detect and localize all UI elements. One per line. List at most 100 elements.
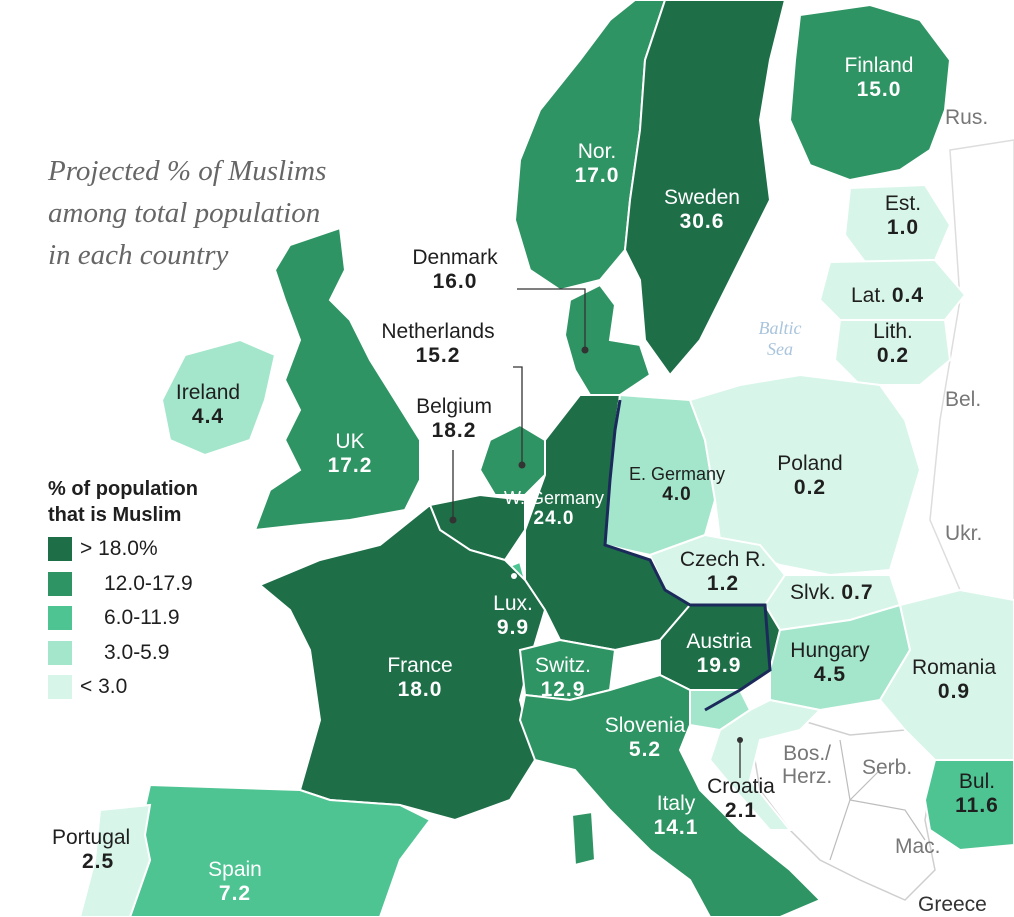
dot-croatia — [737, 737, 743, 743]
country-value: 30.6 — [679, 209, 725, 233]
country-value: 12.9 — [540, 677, 586, 701]
label-belarus: Bel. — [945, 388, 982, 411]
country-value: 1.2 — [706, 571, 740, 595]
label-lithuania: Lith. 0.2 — [858, 320, 928, 367]
country-name: Belgium — [416, 395, 492, 418]
legend-label: 12.0-17.9 — [104, 571, 193, 595]
region-france — [258, 503, 547, 822]
title-line: Projected % of Muslims — [48, 155, 327, 187]
country-name: Austria — [686, 630, 752, 653]
label-netherlands: Netherlands 15.2 — [360, 320, 516, 367]
label-latvia: Lat. 0.4 — [851, 284, 924, 308]
label-poland: Poland 0.2 — [760, 452, 860, 499]
country-name: Ireland — [175, 381, 241, 404]
label-sweden: Sweden 30.6 — [646, 186, 758, 233]
region-uk — [253, 226, 421, 532]
label-estonia: Est. 1.0 — [868, 192, 938, 239]
country-value: 2.1 — [724, 798, 758, 822]
title-line: among total population — [48, 197, 321, 230]
country-name: E. Germany — [628, 464, 726, 484]
country-value: 19.9 — [696, 653, 742, 677]
legend-label: < 3.0 — [80, 675, 128, 699]
sea-line: Baltic — [758, 318, 802, 338]
country-name: France — [387, 654, 453, 677]
region-lithuania — [833, 319, 952, 386]
legend-item: > 18.0% — [48, 532, 198, 567]
leader-netherlands — [513, 366, 523, 465]
dot-denmark — [581, 346, 589, 354]
region-ireland — [160, 338, 277, 457]
region-spain — [128, 783, 432, 917]
region-portugal — [78, 803, 152, 917]
legend-swatch — [48, 606, 72, 631]
label-ukraine: Ukr. — [945, 522, 983, 545]
region-bulgaria — [923, 759, 1014, 852]
region-italy — [518, 673, 822, 917]
label-ireland: Ireland 4.4 — [160, 381, 256, 428]
country-name: Romania — [911, 656, 997, 679]
map-title: Projected % of Muslims among total popul… — [48, 150, 326, 276]
country-name: W. Germany — [503, 488, 605, 508]
legend-title: that is Muslim — [48, 504, 182, 526]
country-name: Lux. — [493, 592, 533, 615]
legend-label: > 18.0% — [80, 537, 158, 561]
country-value: 7.2 — [218, 881, 252, 905]
country-value: 0.4 — [891, 284, 925, 307]
country-value: 14.1 — [653, 815, 699, 839]
inner-german-border — [603, 399, 772, 712]
country-name: Portugal — [52, 826, 131, 849]
country-value: 0.2 — [793, 475, 827, 499]
label-uk: UK 17.2 — [318, 430, 382, 477]
country-name: Bul. — [958, 770, 996, 793]
legend-swatch — [48, 537, 72, 562]
country-value: 4.4 — [191, 404, 225, 428]
title-line: in each country — [48, 239, 229, 272]
label-austria: Austria 19.9 — [670, 630, 768, 677]
label-czech: Czech R. 1.2 — [665, 548, 781, 595]
country-name: Nor. — [577, 140, 617, 163]
legend-title: % of population — [48, 478, 198, 500]
country-name: Denmark — [412, 246, 498, 269]
label-west-germany: W. Germany 24.0 — [496, 488, 612, 529]
label-italy: Italy 14.1 — [634, 792, 718, 839]
country-name: Finland — [844, 54, 914, 77]
label-baltic-sea: Baltic Sea — [742, 318, 818, 359]
region-croatia — [708, 698, 823, 831]
legend-item: 6.0-11.9 — [48, 601, 198, 636]
label-spain: Spain 7.2 — [190, 858, 280, 905]
label-russia: Rus. — [945, 106, 989, 129]
label-romania: Romania 0.9 — [898, 656, 1010, 703]
country-value: 24.0 — [533, 508, 575, 530]
country-value: 0.2 — [876, 343, 910, 367]
country-value: 18.2 — [431, 418, 477, 442]
country-name: Croatia — [707, 775, 775, 798]
legend-item: < 3.0 — [48, 670, 198, 705]
label-denmark: Denmark 16.0 — [392, 246, 518, 293]
label-croatia: Croatia 2.1 — [696, 775, 786, 822]
country-name: Hungary — [790, 639, 870, 662]
region-finland — [788, 3, 952, 182]
label-portugal: Portugal 2.5 — [52, 826, 156, 873]
label-bosnia: Bos./Herz. — [782, 742, 832, 788]
label-serbia: Serb. — [862, 756, 913, 779]
label-belgium: Belgium 18.2 — [400, 395, 508, 442]
country-name: Netherlands — [381, 320, 495, 343]
legend-item: 3.0-5.9 — [48, 636, 198, 671]
country-name: Czech R. — [679, 548, 767, 571]
label-hungary: Hungary 4.5 — [776, 639, 884, 686]
country-name: Lith. — [873, 320, 913, 343]
label-bulgaria: Bul. 11.6 — [942, 770, 1012, 817]
country-value: 16.0 — [432, 269, 478, 293]
label-norway: Nor. 17.0 — [560, 140, 634, 187]
leader-denmark — [517, 288, 586, 350]
dot-netherlands — [518, 461, 526, 469]
legend-item: 12.0-17.9 — [48, 567, 198, 602]
country-value: 11.6 — [955, 793, 999, 817]
legend: % of population that is Muslim > 18.0% 1… — [48, 476, 198, 705]
country-value: 9.9 — [496, 615, 530, 639]
country-value: 18.0 — [397, 677, 443, 701]
legend-label: 6.0-11.9 — [104, 606, 180, 630]
country-value: 17.2 — [327, 453, 373, 477]
country-value: 15.2 — [415, 343, 461, 367]
